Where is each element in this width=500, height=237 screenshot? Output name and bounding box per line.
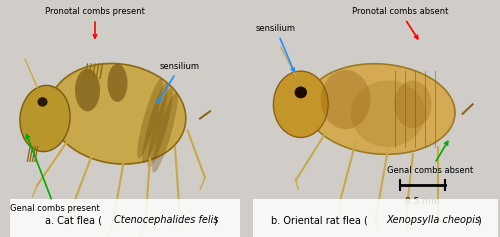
Ellipse shape bbox=[294, 87, 307, 98]
Text: ): ) bbox=[478, 215, 482, 225]
Ellipse shape bbox=[137, 78, 163, 159]
Ellipse shape bbox=[142, 83, 168, 163]
Ellipse shape bbox=[108, 64, 128, 102]
Ellipse shape bbox=[20, 85, 70, 152]
Text: sensilium: sensilium bbox=[256, 24, 296, 72]
Ellipse shape bbox=[75, 69, 100, 111]
Ellipse shape bbox=[274, 71, 328, 137]
Ellipse shape bbox=[394, 81, 432, 128]
Text: Pronotal combs absent: Pronotal combs absent bbox=[352, 7, 448, 39]
Text: a. Cat flea (: a. Cat flea ( bbox=[45, 215, 102, 225]
Ellipse shape bbox=[306, 64, 455, 154]
Text: Xenopsylla cheopis: Xenopsylla cheopis bbox=[386, 215, 481, 225]
Text: b. Oriental rat flea (: b. Oriental rat flea ( bbox=[271, 215, 368, 225]
Ellipse shape bbox=[350, 81, 426, 147]
Ellipse shape bbox=[38, 97, 48, 107]
Text: Genal combs absent: Genal combs absent bbox=[387, 141, 474, 175]
Ellipse shape bbox=[147, 88, 173, 168]
Text: Ctenocephalides felis: Ctenocephalides felis bbox=[114, 215, 218, 225]
Text: sensilium: sensilium bbox=[158, 62, 200, 103]
Ellipse shape bbox=[152, 93, 178, 173]
FancyBboxPatch shape bbox=[10, 199, 240, 237]
Ellipse shape bbox=[49, 64, 186, 164]
Text: 0.5 mm: 0.5 mm bbox=[406, 197, 440, 206]
Ellipse shape bbox=[320, 70, 370, 129]
Text: ): ) bbox=[214, 215, 218, 225]
Text: Pronotal combs present: Pronotal combs present bbox=[45, 7, 145, 38]
Text: Genal combs present: Genal combs present bbox=[10, 135, 100, 213]
FancyBboxPatch shape bbox=[254, 199, 498, 237]
